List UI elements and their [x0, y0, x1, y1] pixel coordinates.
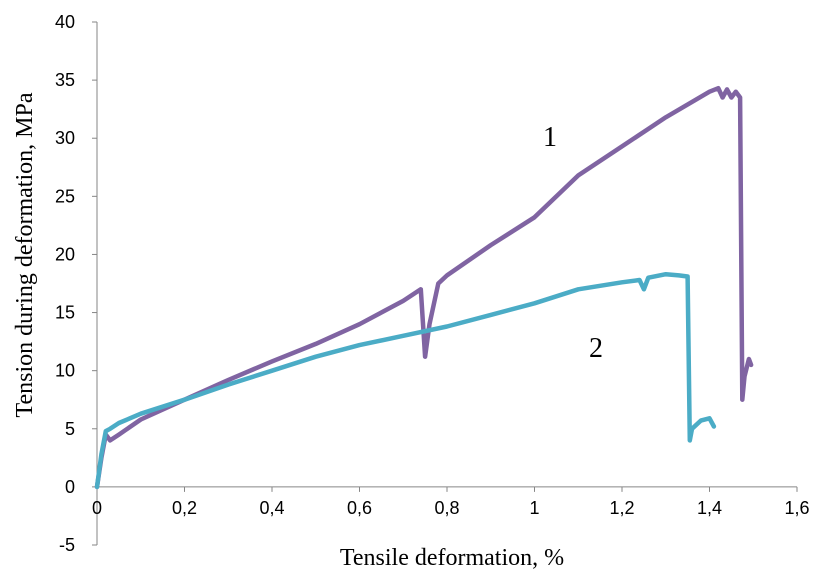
- x-tick-label: 0,8: [434, 498, 459, 518]
- y-tick-label: -5: [59, 535, 75, 555]
- x-tick-label: 0,6: [347, 498, 372, 518]
- x-tick-label: 0,4: [259, 498, 284, 518]
- series-group: [94, 85, 754, 490]
- y-axis-title: Tension during deformation, MPa: [12, 92, 38, 417]
- y-ticks: -5 0 5 10 15 20 25 30 35 40: [55, 12, 97, 555]
- y-tick-label: 5: [65, 419, 75, 439]
- y-tick-label: 35: [55, 70, 75, 90]
- x-tick-label: 1,2: [609, 498, 634, 518]
- y-tick-label: 10: [55, 361, 75, 381]
- series-2-line: [94, 271, 717, 490]
- x-tick-label: 1: [529, 498, 539, 518]
- x-axis-title: Tensile deformation, %: [340, 545, 564, 571]
- series-1-annotation: 1: [543, 122, 557, 153]
- y-tick-label: 20: [55, 244, 75, 264]
- y-tick-label: 40: [55, 12, 75, 32]
- series-1-line: [94, 85, 754, 490]
- y-tick-label: 30: [55, 128, 75, 148]
- series-2-annotation: 2: [589, 333, 603, 364]
- x-ticks: 0 0,2 0,4 0,6 0,8 1 1,2 1,4 1,6: [92, 486, 810, 518]
- x-tick-label: 1,6: [784, 498, 809, 518]
- x-tick-label: 0: [92, 498, 102, 518]
- y-tick-label: 15: [55, 303, 75, 323]
- y-tick-label: 0: [65, 477, 75, 497]
- x-tick-label: 1,4: [697, 498, 722, 518]
- x-tick-label: 0,2: [172, 498, 197, 518]
- y-tick-label: 25: [55, 186, 75, 206]
